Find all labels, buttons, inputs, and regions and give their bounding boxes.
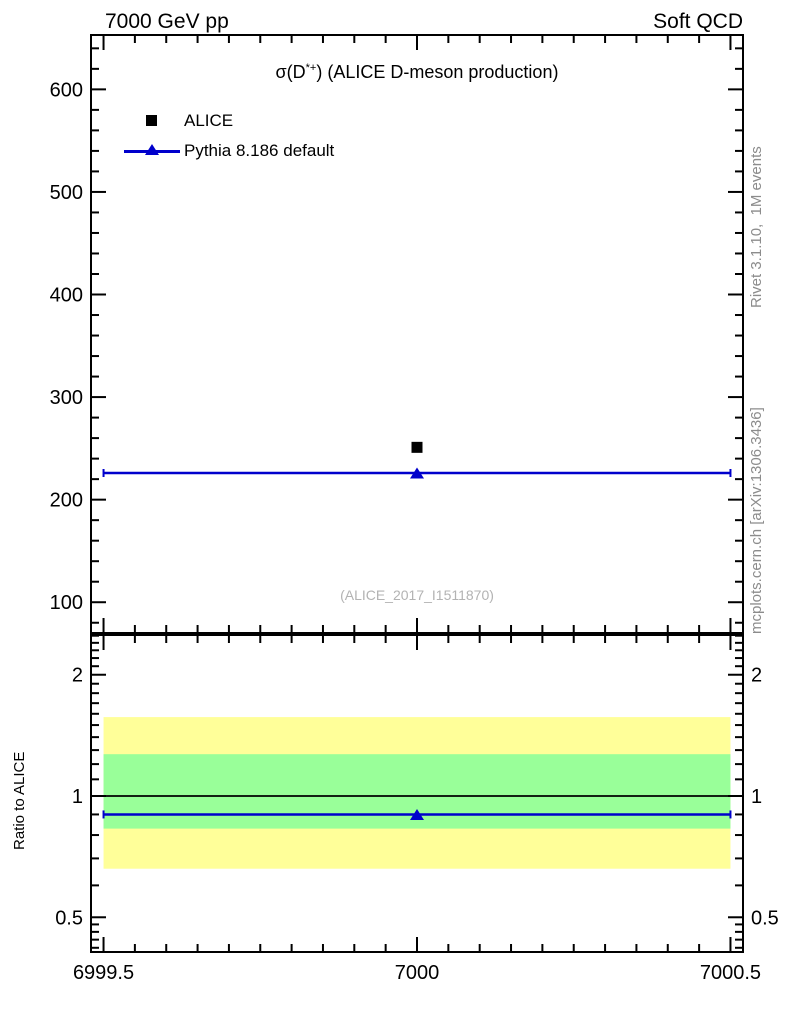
ratio-y-tick-label-right: 2 xyxy=(751,665,762,687)
beam-energy-label: 7000 GeV pp xyxy=(105,10,229,33)
plot-title-pre: σ(D xyxy=(275,62,306,82)
y-tick-label: 400 xyxy=(50,285,83,307)
y-tick-label: 500 xyxy=(50,182,83,204)
y-tick-label: 600 xyxy=(50,79,83,101)
legend-row-alice: ALICE xyxy=(124,106,334,136)
ratio-y-tick-label-left: 0.5 xyxy=(55,907,83,929)
y-tick-label: 200 xyxy=(50,490,83,512)
legend-row-pythia: Pythia 8.186 default xyxy=(124,136,334,166)
pythia-triangle-marker xyxy=(410,467,424,479)
pythia-ratio-triangle-marker xyxy=(410,808,424,820)
ratio-axis-label: Ratio to ALICE xyxy=(11,751,28,850)
plot-title-sup: *+ xyxy=(305,62,317,74)
x-tick-label: 7000.5 xyxy=(700,962,761,984)
mcplots-credit-label: mcplots.cern.ch [arXiv:1306.3436] xyxy=(748,407,765,634)
ratio-y-tick-label-left: 1 xyxy=(72,786,83,808)
y-tick-label: 300 xyxy=(50,387,83,409)
ratio-y-tick-label-right: 0.5 xyxy=(751,907,779,929)
alice-square-marker-icon xyxy=(124,113,180,129)
process-group-label: Soft QCD xyxy=(653,10,743,33)
plot-title: σ(D*+) (ALICE D-meson production) xyxy=(91,62,743,83)
plot-title-post: ) (ALICE D-meson production) xyxy=(316,62,559,82)
legend-label-pythia: Pythia 8.186 default xyxy=(184,141,335,160)
y-tick-label: 100 xyxy=(50,592,83,614)
legend: ALICE Pythia 8.186 default xyxy=(124,106,334,166)
x-tick-label: 7000 xyxy=(395,962,440,984)
alice-data-point xyxy=(411,441,423,453)
x-tick-label: 6999.5 xyxy=(73,962,134,984)
ratio-y-tick-label-left: 2 xyxy=(72,665,83,687)
legend-label-alice: ALICE xyxy=(184,111,234,130)
analysis-id-watermark: (ALICE_2017_I1511870) xyxy=(340,587,494,603)
ratio-y-tick-label-right: 1 xyxy=(751,786,762,808)
rivet-version-label: Rivet 3.1.10, 1M events xyxy=(748,146,765,308)
pythia-line-triangle-marker-icon xyxy=(124,143,180,159)
